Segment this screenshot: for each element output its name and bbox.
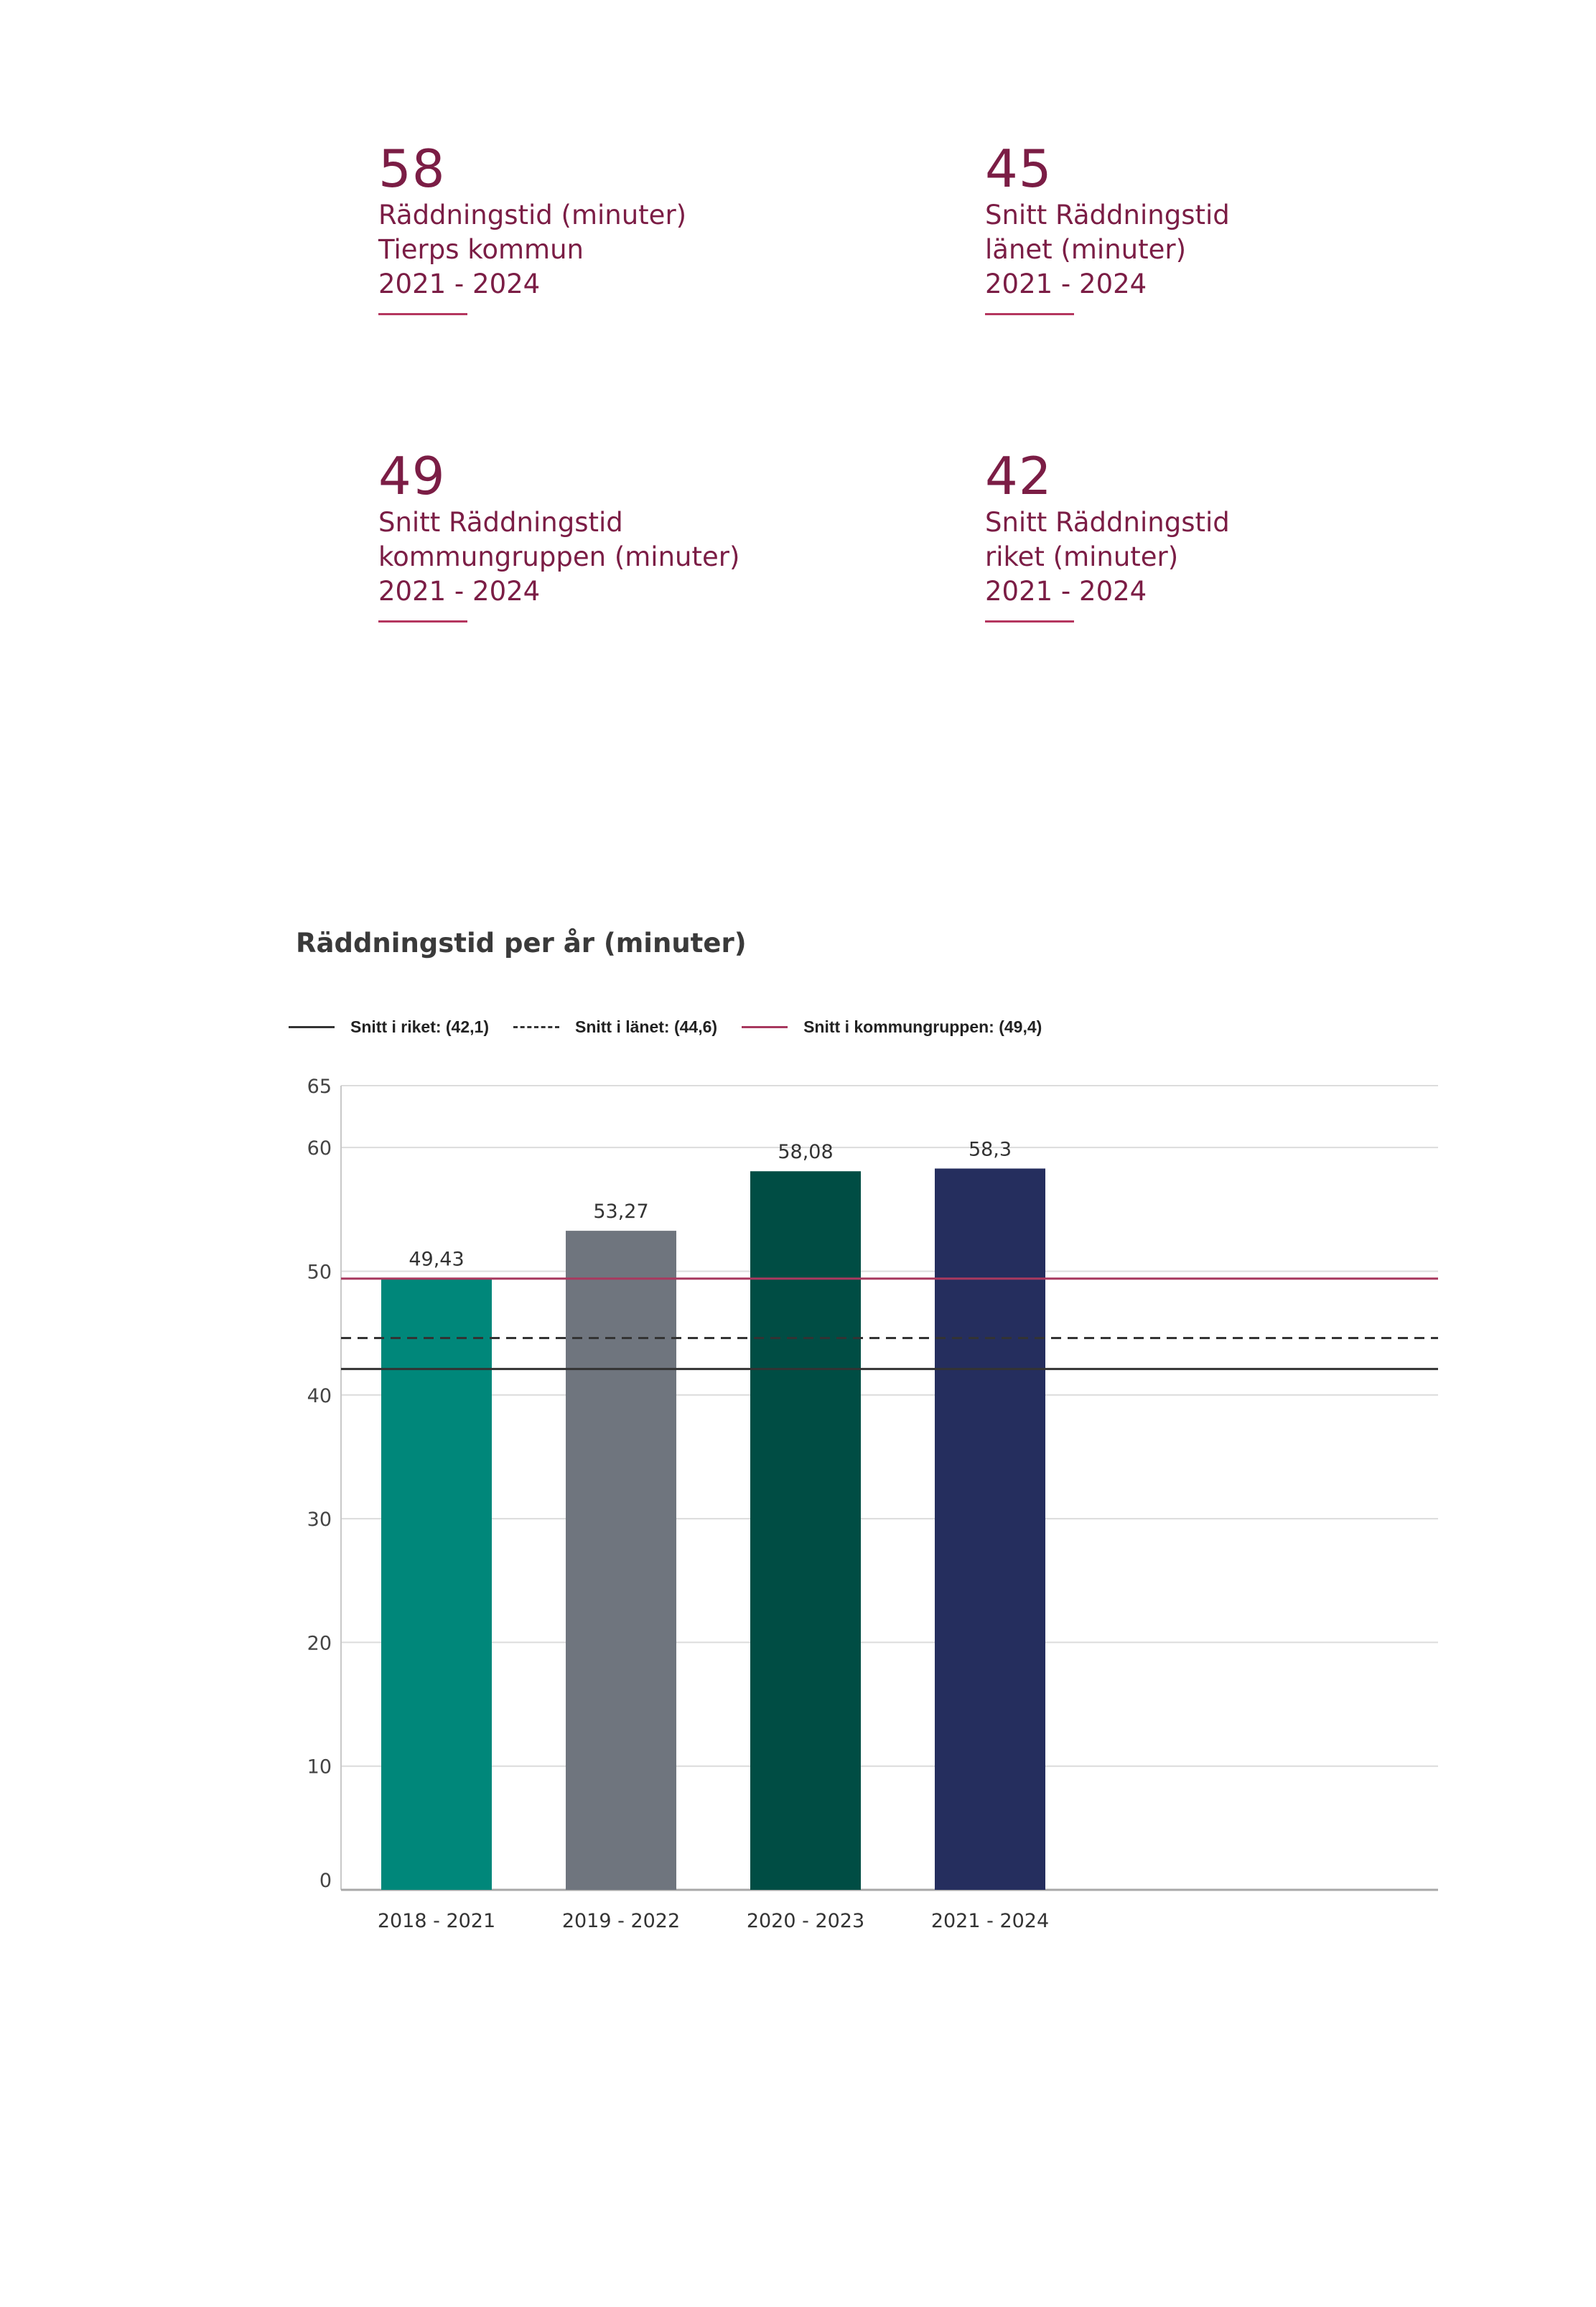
y-tick-label: 60: [307, 1137, 332, 1160]
stat-label-line: länet (minuter): [985, 234, 1187, 265]
stat-divider: [985, 620, 1074, 623]
stat-label-line: Räddningstid (minuter): [378, 200, 687, 230]
chart-title: Räddningstid per år (minuter): [296, 928, 747, 959]
bar-value-label: 53,27: [593, 1201, 648, 1223]
legend-swatch-solid: [289, 1025, 335, 1028]
x-tick-label: 2021 - 2024: [931, 1910, 1049, 1932]
legend-label: Snitt i kommungruppen: (49,4): [803, 1017, 1042, 1036]
y-tick-label: 0: [319, 1870, 332, 1892]
x-tick-label: 2019 - 2022: [562, 1910, 680, 1932]
legend-label: Snitt i länet: (44,6): [574, 1017, 718, 1036]
bar-2020-2023: [750, 1171, 861, 1890]
stat-label-line: kommungruppen (minuter): [378, 541, 740, 572]
stat-divider: [378, 620, 467, 623]
stat-divider: [985, 313, 1074, 315]
legend-swatch-solid: [742, 1025, 788, 1028]
bar-value-label: 58,08: [778, 1141, 833, 1163]
stat-divider: [378, 313, 467, 315]
x-tick-label: 2020 - 2023: [747, 1910, 864, 1932]
stat-label-line: 2021 - 2024: [985, 576, 1147, 607]
y-tick-label: 50: [307, 1261, 332, 1283]
stat-label-line: Snitt Räddningstid: [985, 200, 1230, 230]
bar-value-label: 49,43: [409, 1248, 464, 1270]
legend-label: Snitt i riket: (42,1): [350, 1017, 489, 1036]
stat-label-line: 2021 - 2024: [985, 269, 1147, 299]
y-tick-label: 30: [307, 1509, 332, 1531]
stat-value: 58: [378, 139, 446, 199]
y-tick-label: 20: [307, 1632, 332, 1654]
bar-2019-2022: [566, 1231, 676, 1890]
stat-card-lanet: 45 Snitt Räddningstid länet (minuter) 20…: [985, 139, 1230, 315]
stat-card-riket: 42 Snitt Räddningstid riket (minuter) 20…: [985, 447, 1230, 623]
bar-2018-2021: [381, 1278, 492, 1890]
x-tick-label: 2018 - 2021: [378, 1910, 495, 1932]
stat-card-tierp: 58 Räddningstid (minuter) Tierps kommun …: [378, 139, 686, 315]
stat-value: 49: [378, 446, 446, 506]
y-tick-label: 65: [307, 1076, 332, 1098]
chart-legend: Snitt i riket: (42,1) Snitt i länet: (44…: [289, 1014, 1066, 1040]
legend-item-lanet: Snitt i länet: (44,6): [513, 1017, 717, 1037]
stat-label-line: Snitt Räddningstid: [378, 507, 623, 538]
legend-item-riket: Snitt i riket: (42,1): [289, 1017, 489, 1037]
stat-value: 45: [985, 139, 1053, 199]
stat-label-line: riket (minuter): [985, 541, 1179, 572]
stat-label-line: Snitt Räddningstid: [985, 507, 1230, 538]
stat-label-line: 2021 - 2024: [378, 576, 541, 607]
stat-value: 42: [985, 446, 1053, 506]
legend-swatch-dashed: [513, 1025, 559, 1028]
y-tick-label: 10: [307, 1756, 332, 1779]
stat-label-line: 2021 - 2024: [378, 269, 541, 299]
stat-label-line: Tierps kommun: [378, 234, 584, 265]
legend-item-kommungruppen: Snitt i kommungruppen: (49,4): [742, 1017, 1042, 1037]
stat-card-kommungruppen: 49 Snitt Räddningstid kommungruppen (min…: [378, 447, 739, 623]
y-tick-label: 40: [307, 1385, 332, 1407]
bar-value-label: 58,3: [969, 1138, 1012, 1160]
bar-2021-2024: [935, 1168, 1045, 1890]
